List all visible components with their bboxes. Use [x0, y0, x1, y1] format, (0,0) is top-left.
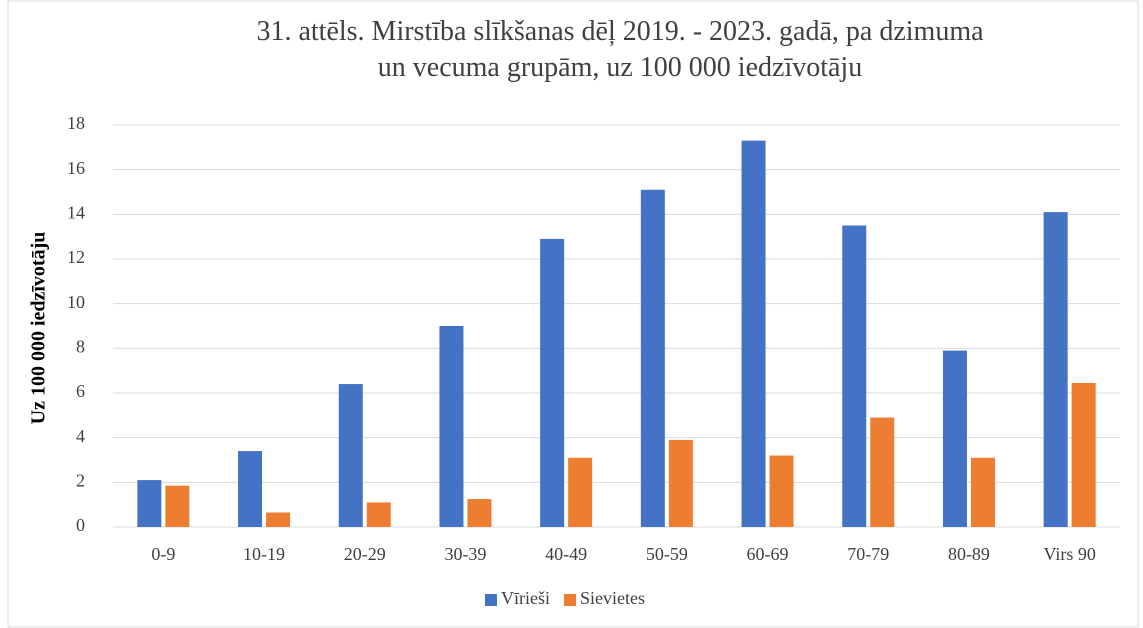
- x-tick-label: 80-89: [948, 544, 990, 564]
- y-tick-label: 6: [76, 381, 85, 401]
- bar: [942, 350, 967, 527]
- bar: [467, 499, 492, 527]
- bar: [842, 225, 867, 527]
- bar: [668, 439, 693, 527]
- y-tick-label: 10: [67, 292, 85, 312]
- bar: [1071, 382, 1096, 527]
- bar: [165, 485, 190, 527]
- x-tick-label: 0-9: [151, 544, 175, 564]
- bar: [741, 140, 766, 527]
- bar: [366, 502, 391, 527]
- legend-label: Sievietes: [580, 588, 645, 608]
- bar: [1043, 212, 1068, 527]
- bar: [970, 457, 995, 527]
- y-tick-label: 12: [67, 247, 85, 267]
- bar: [266, 512, 291, 527]
- y-tick-label: 4: [76, 426, 85, 446]
- bar: [568, 457, 593, 527]
- y-tick-label: 2: [76, 470, 85, 490]
- chart-border: [7, 0, 1139, 628]
- bar: [137, 480, 162, 527]
- chart-title: 31. attēls. Mirstība slīkšanas dēļ 2019.…: [256, 16, 984, 83]
- bar: [640, 189, 665, 527]
- legend-swatch: [564, 594, 576, 606]
- x-tick-label: 40-49: [545, 544, 587, 564]
- bar: [338, 384, 363, 527]
- y-axis-label: Uz 100 000 iedzīvotāju: [28, 232, 50, 425]
- y-tick-label: 18: [67, 113, 85, 133]
- bar: [238, 451, 263, 527]
- x-tick-label: 10-19: [243, 544, 285, 564]
- legend-swatch: [485, 594, 497, 606]
- bar: [769, 455, 794, 527]
- x-tick-label: 60-69: [747, 544, 789, 564]
- bar: [439, 326, 464, 527]
- x-tick-label: 20-29: [344, 544, 386, 564]
- y-tick-label: 8: [76, 336, 85, 356]
- y-tick-label: 0: [76, 515, 85, 535]
- x-tick-label: 50-59: [646, 544, 688, 564]
- legend-label: Vīrieši: [501, 588, 550, 608]
- x-tick-label: 70-79: [847, 544, 889, 564]
- y-tick-label: 16: [67, 158, 85, 178]
- x-tick-label: Virs 90: [1043, 544, 1095, 564]
- bar: [540, 238, 565, 527]
- bar: [870, 417, 895, 527]
- y-tick-label: 14: [67, 202, 85, 222]
- x-tick-label: 30-39: [444, 544, 486, 564]
